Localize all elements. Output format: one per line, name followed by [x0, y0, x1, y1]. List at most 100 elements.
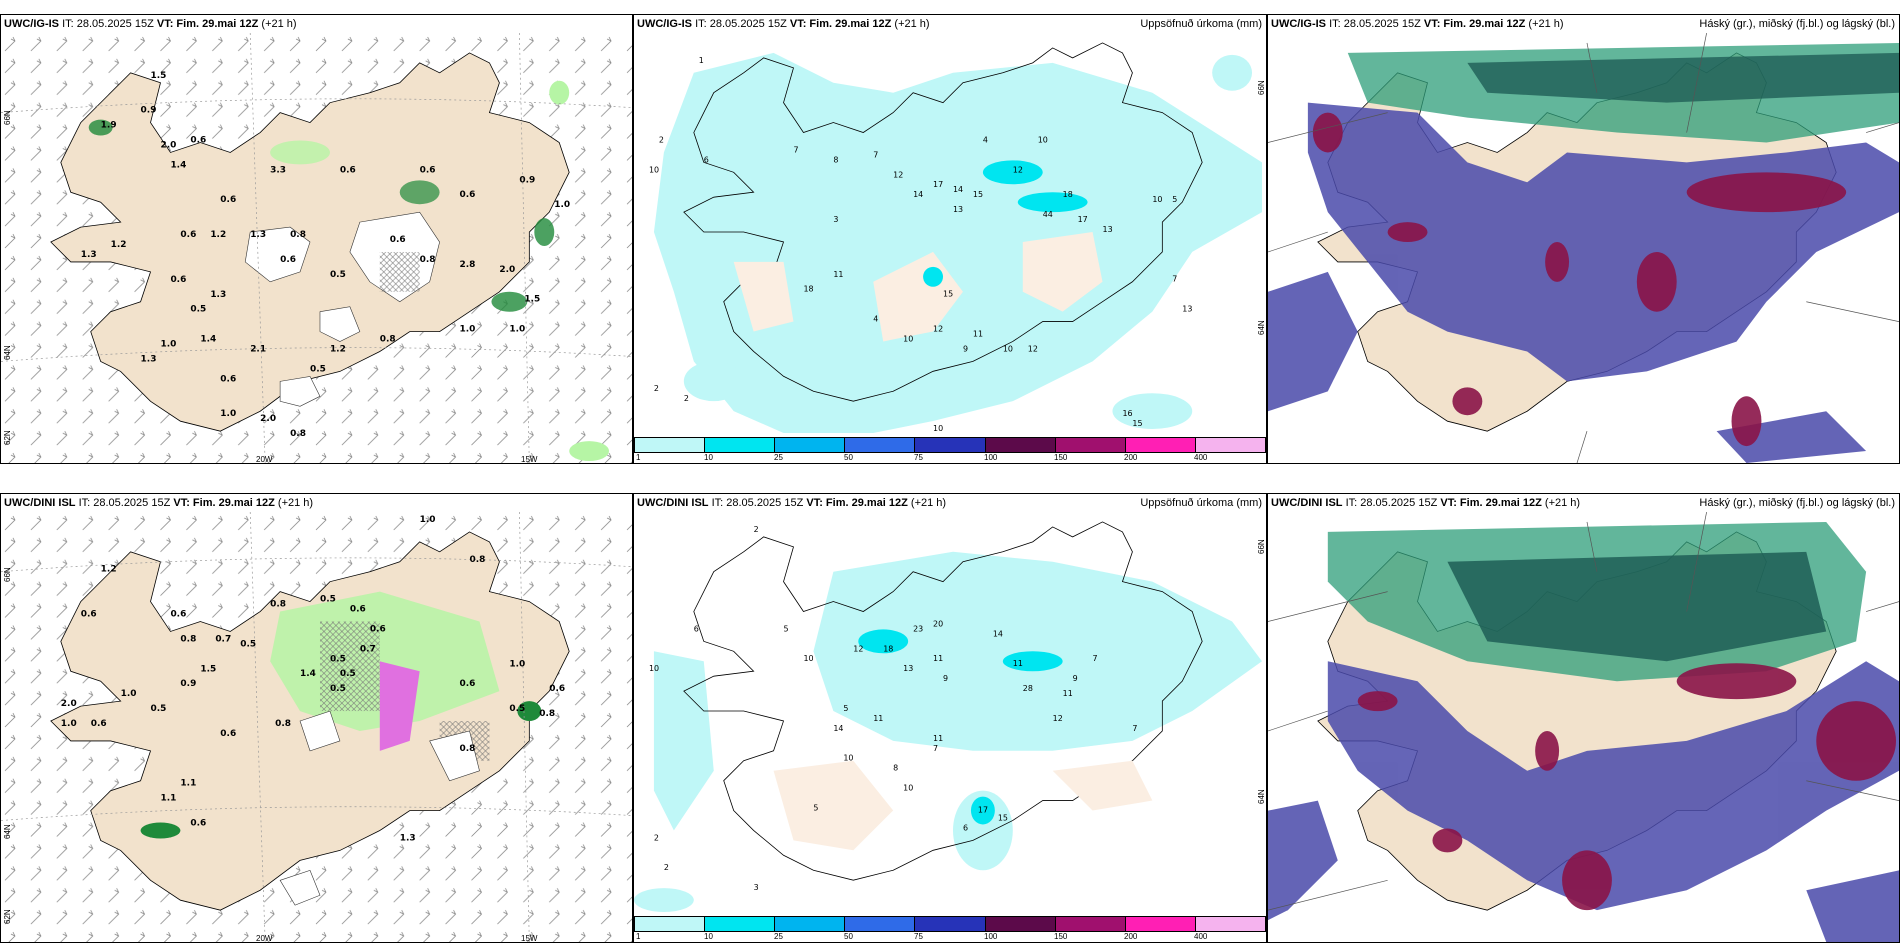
svg-text:17: 17 [933, 180, 943, 189]
svg-text:5: 5 [1172, 195, 1177, 204]
graticule [1, 512, 632, 942]
svg-text:1.2: 1.2 [101, 565, 117, 575]
cloud-map-svg [1268, 33, 1899, 463]
svg-text:3.3: 3.3 [270, 165, 286, 175]
svg-text:10: 10 [1038, 135, 1048, 144]
svg-text:11: 11 [1013, 659, 1023, 668]
panel-header: UWC/DINI ISL IT: 28.05.2025 15Z VT: Fim.… [634, 494, 1266, 512]
svg-text:1.4: 1.4 [200, 335, 216, 345]
svg-text:0.5: 0.5 [240, 639, 256, 649]
lat-label-66: 66N [1257, 80, 1266, 95]
svg-text:1: 1 [699, 56, 704, 65]
svg-text:6: 6 [963, 823, 968, 832]
model-name: UWC/IG-IS [637, 18, 692, 30]
svg-text:1.3: 1.3 [141, 354, 157, 364]
svg-text:0.8: 0.8 [270, 600, 286, 610]
field-title: Uppsöfnuð úrkoma (mm) [1140, 497, 1262, 509]
svg-text:0.5: 0.5 [190, 305, 206, 315]
svg-text:2.8: 2.8 [460, 260, 476, 270]
svg-text:9: 9 [943, 674, 948, 683]
svg-text:11: 11 [933, 654, 943, 663]
lead-time: (+21 h) [894, 18, 930, 30]
wind-map-svg: 1.00.81.2 0.6 0.60.8 0.8 0.50.6 0.60.70.5 … [1, 512, 632, 942]
svg-text:0.8: 0.8 [290, 429, 306, 439]
colorbar-cell [705, 917, 776, 931]
model-name: UWC/IG-IS [1271, 18, 1326, 30]
svg-text:7: 7 [1132, 724, 1137, 733]
svg-text:15: 15 [998, 813, 1008, 822]
map-clouds [1268, 33, 1899, 463]
svg-text:0.5: 0.5 [310, 364, 326, 374]
svg-text:0.8: 0.8 [275, 719, 291, 729]
svg-text:15: 15 [973, 190, 983, 199]
panel-wind-dini: UWC/DINI ISL IT: 28.05.2025 15Z VT: Fim.… [0, 493, 633, 943]
lat-label-64: 64N [1257, 789, 1266, 804]
precip-mid-areas [923, 160, 1088, 287]
init-time: IT: 28.05.2025 15Z [1345, 497, 1438, 509]
svg-text:1.5: 1.5 [524, 295, 540, 305]
svg-text:1.2: 1.2 [330, 345, 346, 355]
svg-text:1.3: 1.3 [250, 230, 266, 240]
colorbar-cell [845, 438, 916, 452]
lead-time: (+21 h) [910, 497, 947, 509]
colorbar-label: 1 [636, 453, 641, 462]
svg-text:11: 11 [933, 734, 943, 743]
colorbar-cell [915, 438, 986, 452]
high-cloud-band [1347, 42, 1899, 143]
svg-text:1.3: 1.3 [81, 250, 97, 260]
svg-text:0.6: 0.6 [170, 275, 186, 285]
svg-text:3: 3 [833, 215, 838, 224]
svg-text:0.6: 0.6 [190, 819, 206, 829]
svg-text:9: 9 [1073, 674, 1078, 683]
lat-label-66: 66N [1257, 539, 1266, 554]
iceland-land [683, 521, 1203, 881]
svg-text:0.6: 0.6 [420, 165, 436, 175]
init-time: IT: 28.05.2025 15Z [695, 18, 787, 30]
svg-text:5: 5 [813, 804, 818, 813]
svg-text:15: 15 [1132, 419, 1142, 428]
panel-header: UWC/IG-IS IT: 28.05.2025 15Z VT: Fim. 29… [634, 15, 1266, 33]
lat-label-64: 64N [3, 824, 12, 839]
lon-label-15: 15W [521, 455, 538, 464]
colorbar-cell [1125, 917, 1196, 931]
model-name: UWC/IG-IS [4, 18, 59, 30]
colorbar-label: 25 [774, 932, 783, 941]
colorbar-cell [1055, 917, 1126, 931]
svg-text:2: 2 [654, 384, 659, 393]
colorbar-cell [985, 917, 1056, 931]
svg-text:5: 5 [784, 624, 789, 633]
model-name: UWC/DINI ISL [1271, 497, 1343, 509]
svg-text:0.6: 0.6 [340, 165, 356, 175]
lat-label-62: 62N [3, 909, 12, 924]
svg-text:8: 8 [893, 764, 898, 773]
svg-text:1.0: 1.0 [121, 689, 137, 699]
svg-text:1.0: 1.0 [61, 719, 77, 729]
svg-text:0.5: 0.5 [151, 704, 167, 714]
svg-text:2.0: 2.0 [260, 414, 276, 424]
svg-text:14: 14 [833, 724, 843, 733]
svg-text:17: 17 [1078, 215, 1088, 224]
colorbar-cell [985, 438, 1056, 452]
colorbar-cell [845, 917, 916, 931]
panel-precip-igis: UWC/IG-IS IT: 28.05.2025 15Z VT: Fim. 29… [633, 14, 1267, 464]
green-precip-areas [88, 80, 610, 462]
svg-text:0.6: 0.6 [460, 190, 476, 200]
svg-text:18: 18 [803, 285, 813, 294]
init-time: IT: 28.05.2025 15Z [711, 497, 804, 509]
svg-text:1.3: 1.3 [210, 290, 226, 300]
lead-time: (+21 h) [261, 18, 297, 30]
cloud-map-svg [1268, 512, 1899, 942]
svg-text:2.1: 2.1 [250, 345, 266, 355]
graticule [1268, 33, 1899, 463]
svg-text:1.0: 1.0 [160, 340, 176, 350]
mid-cloud-areas [1312, 112, 1847, 447]
colorbar-cell [1125, 438, 1196, 452]
svg-text:12: 12 [933, 325, 943, 334]
svg-text:8: 8 [833, 155, 838, 164]
svg-text:10: 10 [903, 784, 913, 793]
field-title: Háský (gr.), miðský (fj.bl.) og lágský (… [1699, 497, 1895, 509]
valid-time: VT: Fim. 29.mai 12Z [156, 18, 259, 30]
svg-text:10: 10 [843, 754, 853, 763]
